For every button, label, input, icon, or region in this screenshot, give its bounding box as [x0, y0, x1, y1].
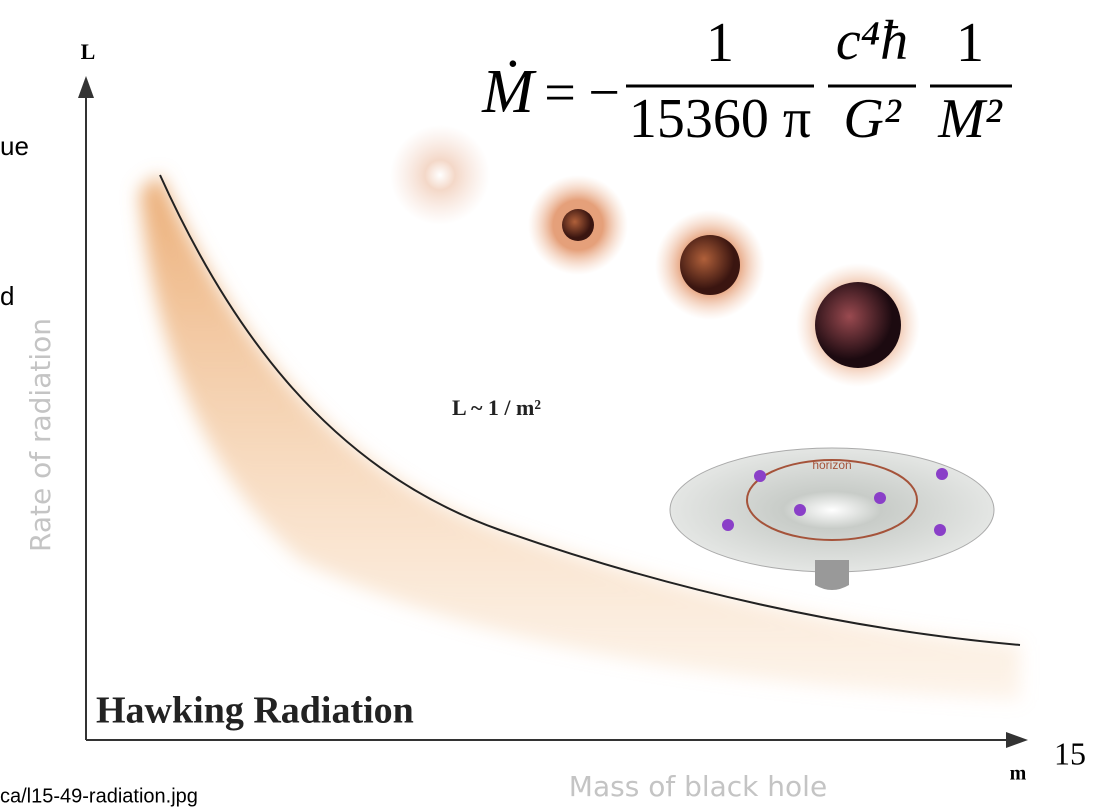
- slide: horizon Ṁ = − 1 15360 π c⁴ħ G² 1 M² L m …: [0, 0, 1101, 810]
- x-arrow: [1006, 732, 1028, 748]
- formula-equals: =: [544, 62, 576, 124]
- y-axis-letter: L: [81, 39, 96, 64]
- x-axis-letter: m: [1010, 763, 1027, 785]
- horizon-label: horizon: [812, 458, 851, 472]
- page-number: 15: [1054, 735, 1086, 771]
- figure-title: Hawking Radiation: [96, 690, 414, 732]
- fraction-numerator: 1: [956, 12, 984, 74]
- x-axis-label: Mass of black hole: [569, 770, 827, 803]
- formula-lhs: Ṁ: [481, 58, 537, 126]
- formula-minus: −: [588, 62, 620, 124]
- black-hole-icon: [815, 282, 901, 368]
- fraction-denominator: 15360 π: [629, 88, 811, 150]
- horizon-diagram: horizon: [670, 448, 994, 590]
- relation: L ~ 1 / m²: [452, 395, 541, 420]
- fraction-denominator: G²: [843, 88, 901, 150]
- fraction-denominator: M²: [937, 88, 1003, 150]
- black-hole-icon: [390, 125, 490, 225]
- fraction-numerator: 1: [706, 12, 734, 74]
- y-arrow: [78, 76, 94, 98]
- cropped-text: ue: [0, 131, 29, 161]
- y-axis-label: Rate of radiation: [24, 318, 57, 552]
- cropped-text: d: [0, 281, 14, 311]
- slide-canvas: horizon Ṁ = − 1 15360 π c⁴ħ G² 1 M² L m …: [0, 0, 1101, 810]
- source-url: ca/l15-49-radiation.jpg: [0, 785, 198, 807]
- black-hole-icon: [680, 235, 740, 295]
- fraction-numerator: c⁴ħ: [836, 10, 908, 72]
- black-hole-icon: [562, 209, 594, 241]
